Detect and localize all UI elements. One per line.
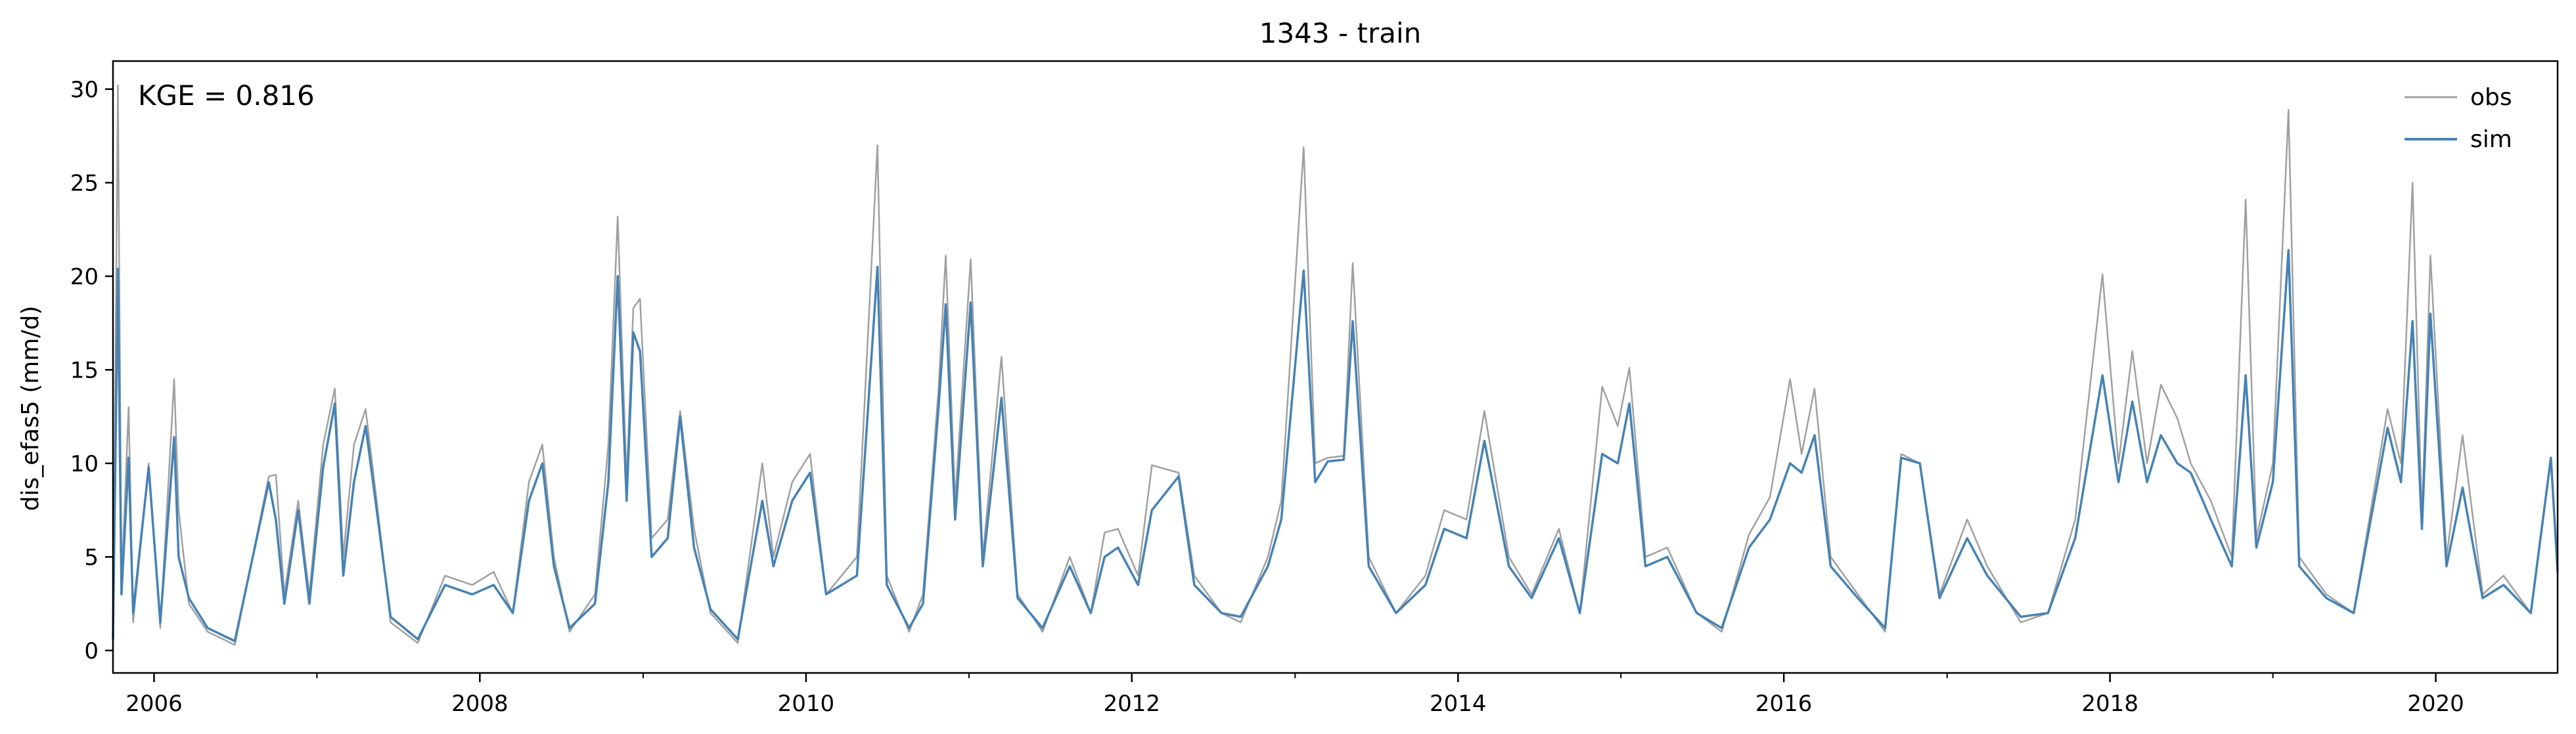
legend-label-obs: obs xyxy=(2470,84,2512,111)
chart-title: 1343 - train xyxy=(1259,17,1422,49)
y-tick-label: 15 xyxy=(70,357,99,383)
y-tick-label: 25 xyxy=(70,170,99,196)
legend: obs sim xyxy=(2405,84,2512,153)
x-tick-label: 2010 xyxy=(778,691,835,717)
kge-annotation: KGE = 0.816 xyxy=(138,79,315,112)
y-tick-label: 5 xyxy=(84,544,99,571)
x-tick-label: 2012 xyxy=(1103,691,1160,717)
x-tick-label: 2018 xyxy=(2081,691,2138,717)
x-tick-label: 2014 xyxy=(1430,691,1487,717)
x-tick-label: 2006 xyxy=(125,691,183,717)
series-layer xyxy=(112,84,2559,646)
series-line-obs xyxy=(112,84,2559,646)
y-axis-label: dis_efas5 (mm/d) xyxy=(17,306,44,511)
y-tick-label: 20 xyxy=(70,264,99,290)
x-axis: 2006 2008 2010 2012 2014 2016 2018 2020 xyxy=(125,673,2464,717)
x-tick-label: 2008 xyxy=(451,691,508,717)
y-axis: 0 5 10 15 20 25 30 xyxy=(70,77,113,664)
y-tick-label: 30 xyxy=(70,77,99,103)
x-tick-label: 2020 xyxy=(2407,691,2464,717)
series-line-sim xyxy=(112,249,2559,643)
legend-label-sim: sim xyxy=(2470,126,2512,153)
y-tick-label: 10 xyxy=(70,451,99,477)
y-tick-label: 0 xyxy=(84,638,99,664)
plot-frame xyxy=(112,60,2559,674)
x-tick-label: 2016 xyxy=(1755,691,1813,717)
